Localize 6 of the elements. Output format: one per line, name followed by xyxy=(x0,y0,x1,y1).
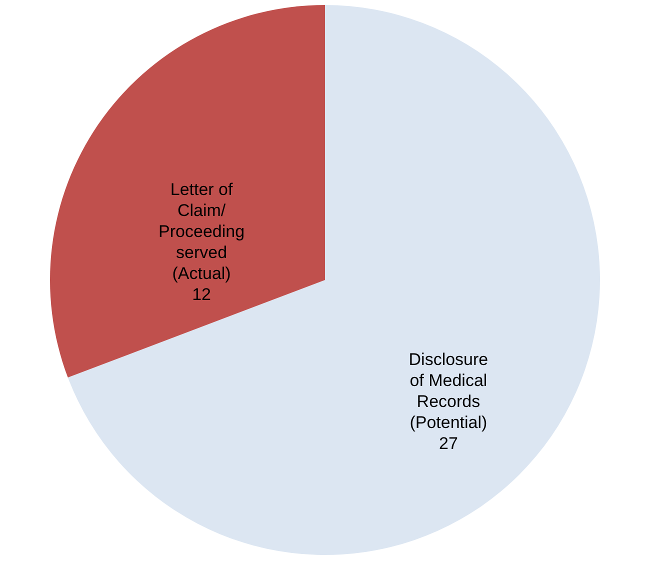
slice-label: Disclosure of Medical Records (Potential) xyxy=(408,350,488,432)
pie-slice xyxy=(68,5,600,555)
slice-label: Letter of Claim/ Proceeding served (Actual) xyxy=(158,180,245,283)
pie-slice xyxy=(50,5,325,378)
data-label: 27 xyxy=(438,434,458,454)
data-label: 12 xyxy=(192,284,212,304)
